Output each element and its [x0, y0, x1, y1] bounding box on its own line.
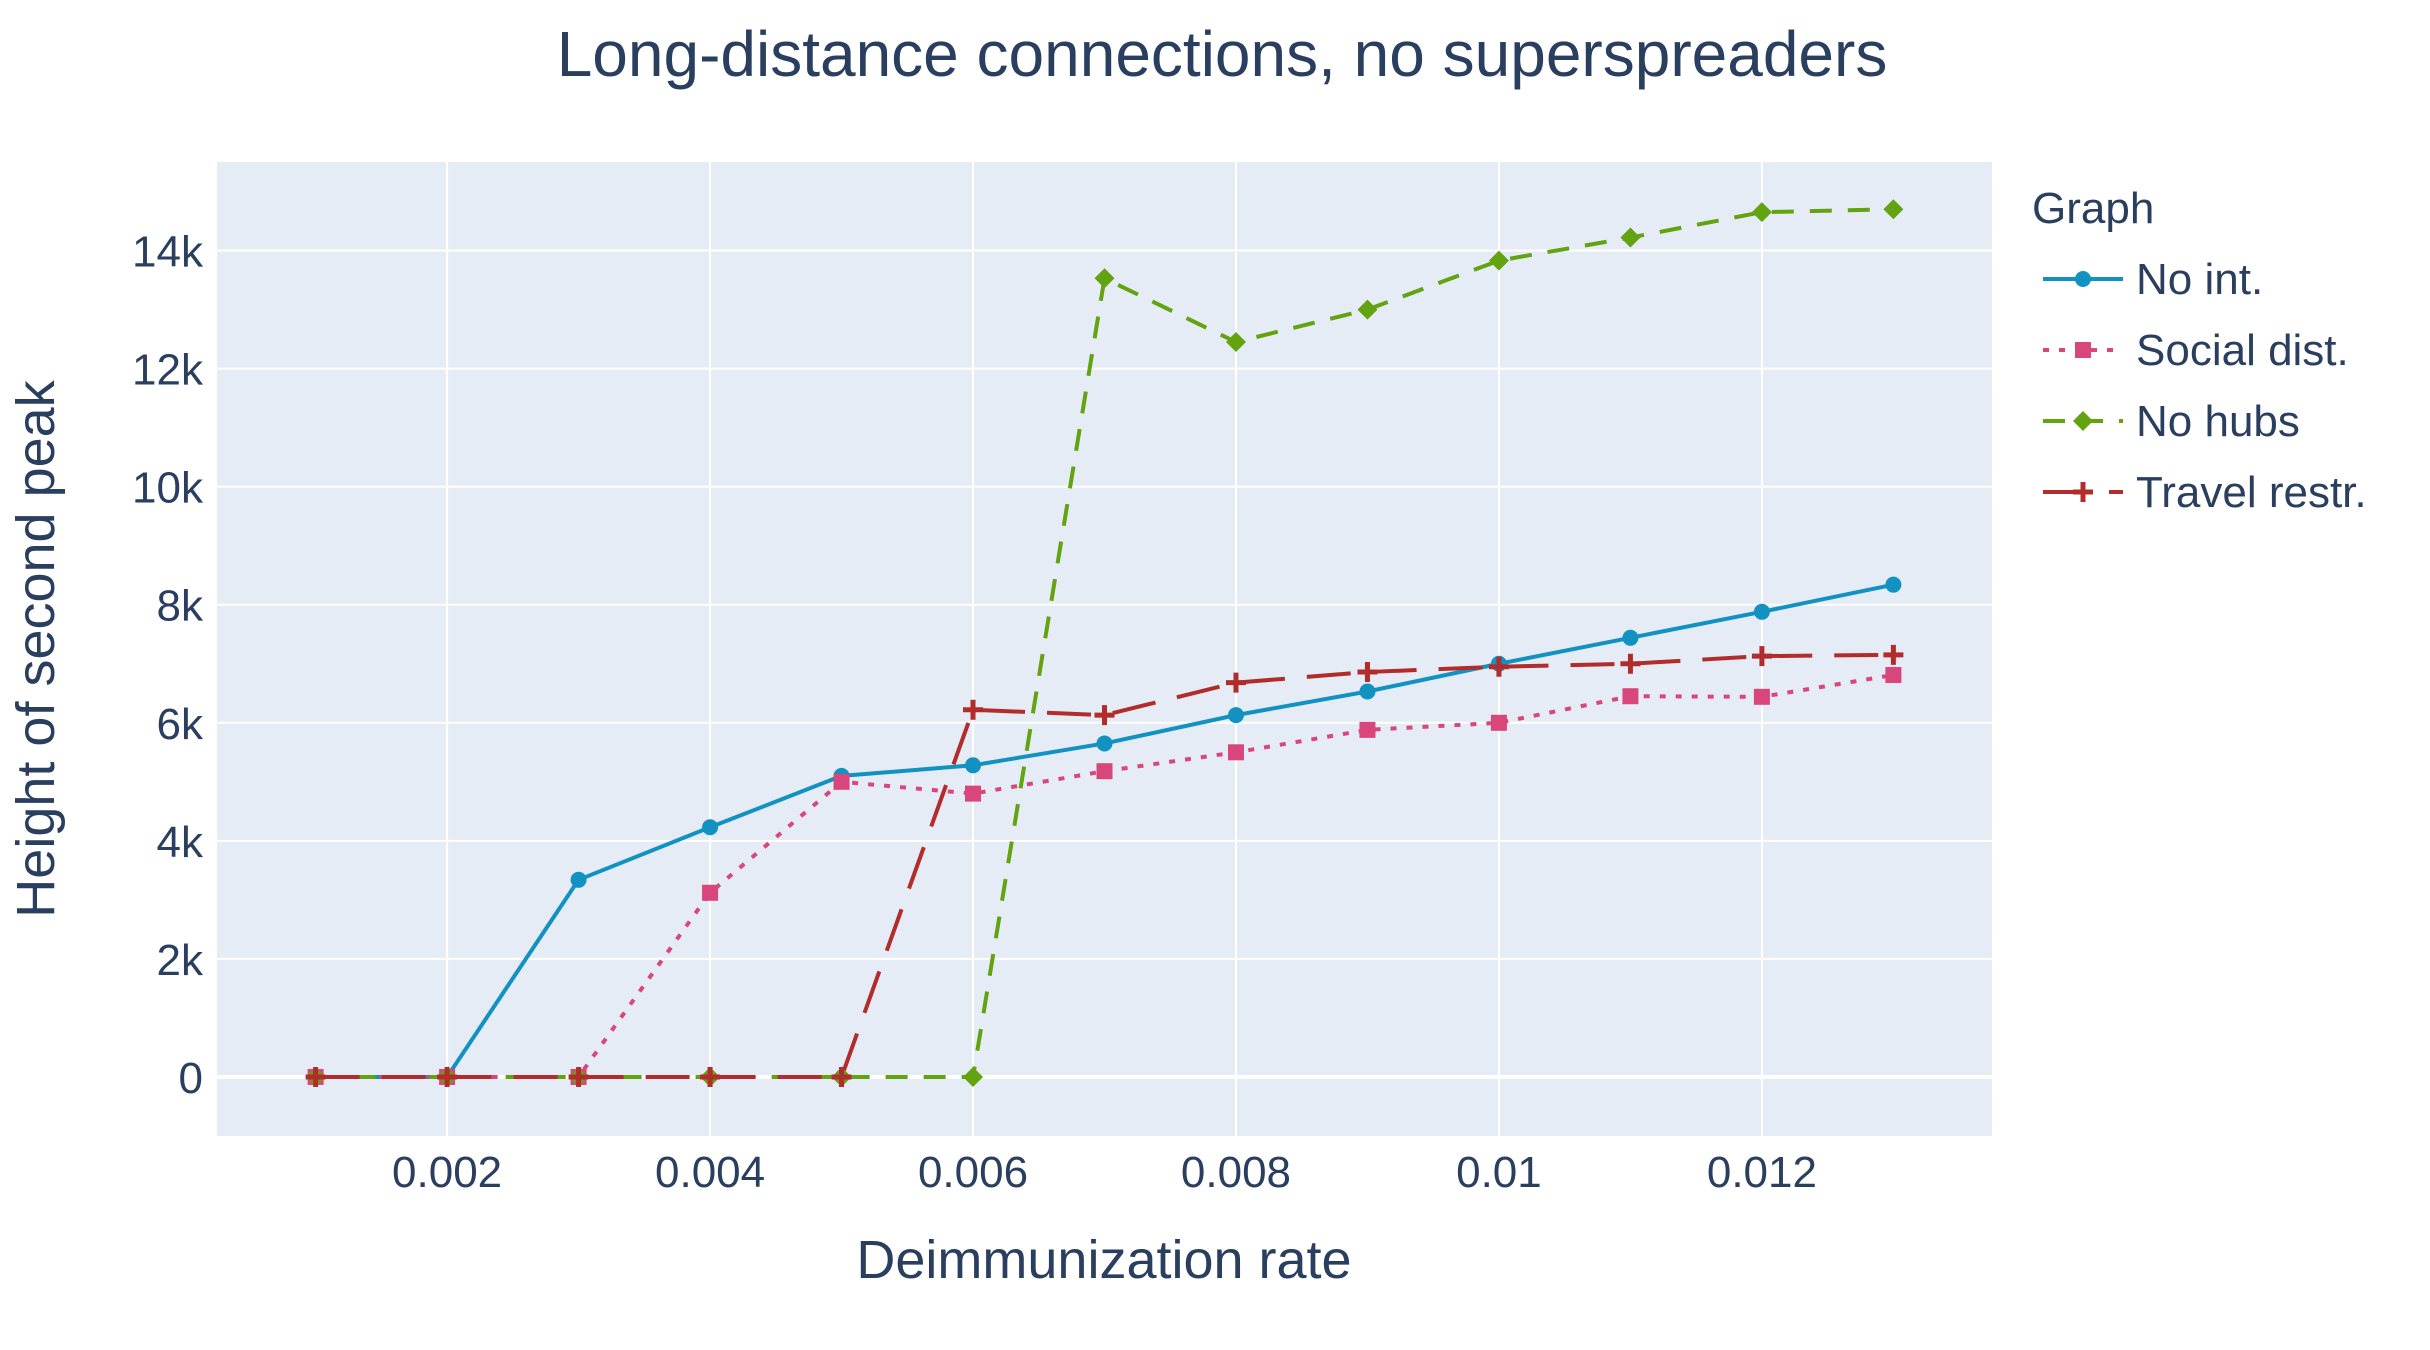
x-tick-label: 0.01: [1456, 1148, 1542, 1197]
data-point-social-dist: [1096, 763, 1113, 780]
x-tick-label: 0.012: [1707, 1148, 1817, 1197]
x-tick-label: 0.004: [655, 1148, 765, 1197]
legend-swatch-marker: [2073, 482, 2093, 502]
data-point-no-hubs: [1225, 332, 1246, 353]
y-tick-label: 12k: [132, 346, 204, 395]
data-point-social-dist: [1622, 688, 1639, 705]
data-point-no-int: [1227, 707, 1244, 724]
data-point-no-int: [1359, 683, 1376, 700]
data-point-no-hubs: [1883, 199, 1904, 220]
data-point-no-int: [1885, 576, 1902, 593]
legend-swatch-marker: [2075, 342, 2091, 358]
data-point-no-hubs: [1488, 250, 1509, 271]
x-axis-label: Deimmunization rate: [856, 1230, 1351, 1290]
data-point-travel-restr: [1225, 672, 1246, 693]
plot-area: [217, 162, 1992, 1136]
legend-item-no-hubs[interactable]: No hubs: [2043, 397, 2300, 446]
data-point-travel-restr: [700, 1066, 721, 1087]
data-point-no-int: [1622, 629, 1639, 646]
data-point-travel-restr: [1357, 662, 1378, 683]
data-point-no-int: [965, 757, 982, 774]
y-tick-label: 10k: [132, 464, 204, 513]
series-markers: [305, 199, 1904, 1087]
data-point-social-dist: [833, 773, 850, 790]
data-point-no-hubs: [1751, 202, 1772, 223]
data-point-travel-restr: [963, 699, 984, 720]
data-point-social-dist: [1753, 688, 1770, 705]
data-point-social-dist: [1359, 721, 1376, 738]
data-point-travel-restr: [1883, 644, 1904, 665]
data-point-travel-restr: [831, 1066, 852, 1087]
legend-title: Graph: [2032, 184, 2154, 233]
data-point-social-dist: [1490, 714, 1507, 731]
data-point-travel-restr: [1620, 653, 1641, 674]
x-tick-labels: 0.002 0.004 0.006 0.008 0.01 0.012: [392, 1148, 1817, 1197]
data-point-no-int: [1753, 603, 1770, 620]
data-point-no-int: [570, 871, 587, 888]
data-point-no-hubs: [963, 1066, 984, 1087]
legend-items: No int. Social dist. No hubs Travel restr.: [2043, 255, 2367, 517]
x-tick-label: 0.006: [918, 1148, 1028, 1197]
data-point-no-hubs: [1357, 299, 1378, 320]
data-point-social-dist: [1885, 666, 1902, 683]
x-tick-label: 0.002: [392, 1148, 502, 1197]
data-point-travel-restr: [1094, 705, 1115, 726]
data-point-social-dist: [1227, 744, 1244, 761]
y-tick-labels: 0 2k 4k 6k 8k 10k 12k 14k: [132, 228, 204, 1103]
y-tick-label: 2k: [157, 936, 204, 985]
data-point-travel-restr: [1751, 646, 1772, 667]
data-point-social-dist: [702, 884, 719, 901]
y-tick-label: 0: [179, 1054, 203, 1103]
data-point-no-int: [702, 819, 719, 836]
legend-label: Social dist.: [2136, 326, 2349, 375]
legend-label: No hubs: [2136, 397, 2300, 446]
data-point-travel-restr: [305, 1066, 326, 1087]
data-point-social-dist: [965, 785, 982, 802]
y-tick-label: 6k: [157, 700, 204, 749]
data-point-no-hubs: [1620, 227, 1641, 248]
data-point-travel-restr: [568, 1066, 589, 1087]
legend-label: Travel restr.: [2136, 468, 2367, 517]
chart-title: Long-distance connections, no supersprea…: [557, 18, 1888, 90]
legend-swatch-marker: [2075, 271, 2091, 287]
x-tick-label: 0.008: [1181, 1148, 1291, 1197]
y-tick-label: 8k: [157, 582, 204, 631]
data-point-travel-restr: [1488, 656, 1509, 677]
data-point-no-hubs: [1094, 268, 1115, 289]
legend-item-no-int[interactable]: No int.: [2043, 255, 2263, 304]
legend-label: No int.: [2136, 255, 2263, 304]
data-point-no-int: [1096, 735, 1113, 752]
y-tick-label: 14k: [132, 228, 204, 277]
legend-item-social-dist[interactable]: Social dist.: [2043, 326, 2349, 375]
y-tick-label: 4k: [157, 818, 204, 867]
legend-item-travel-restr[interactable]: Travel restr.: [2043, 468, 2367, 517]
legend: Graph No int. Social dist. No hubs Travel r…: [2032, 184, 2367, 517]
y-axis-label: Height of second peak: [6, 379, 66, 917]
data-point-travel-restr: [437, 1066, 458, 1087]
legend-swatch-marker: [2073, 411, 2093, 431]
